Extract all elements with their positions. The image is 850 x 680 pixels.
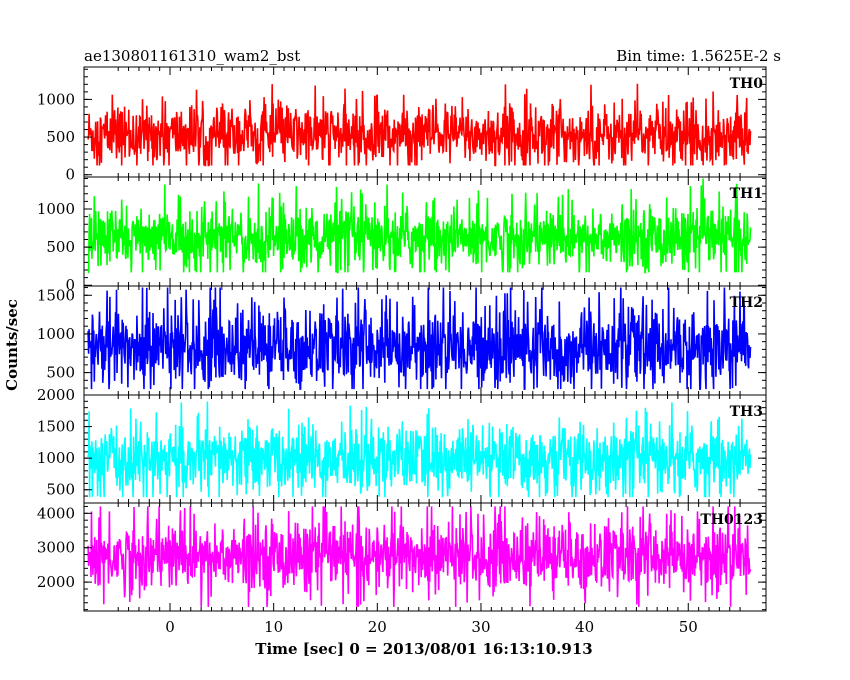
panel-th0: 0 500 1000 TH0 xyxy=(37,66,767,184)
y-tick-label: 1000 xyxy=(37,449,75,467)
y-tick-label: 1500 xyxy=(37,418,75,436)
panel-th2: 500 1000 1500 TH2 xyxy=(37,285,767,396)
x-tick-label: 20 xyxy=(368,618,387,636)
chart-title: ae130801161310_wam2_bst xyxy=(84,47,300,65)
y-tick-label: 1000 xyxy=(37,200,75,218)
panel-th3: 500 1000 1500 2000 TH3 xyxy=(37,386,767,504)
y-tick-label: 0 xyxy=(65,166,75,184)
y-tick-label: 1500 xyxy=(37,286,75,304)
panel-th0123: 2000 3000 4000 TH0123 xyxy=(37,502,767,612)
y-tick-label: 4000 xyxy=(37,504,75,522)
series-trace-th0 xyxy=(87,83,752,167)
y-tick-label: 500 xyxy=(46,481,75,499)
y-axis-label: Counts/sec xyxy=(3,299,21,391)
panel-label-th0: TH0 xyxy=(730,76,764,92)
y-tick-label: 2000 xyxy=(37,386,75,404)
y-tick-label: 2000 xyxy=(37,573,75,591)
y-tick-label: 0 xyxy=(65,276,75,294)
panels-group: 0 500 1000 TH0 0 500 1000 TH1 500 1000 1500 TH2 500 1… xyxy=(37,66,767,612)
x-tick-label: 40 xyxy=(575,618,594,636)
x-tick-label: 0 xyxy=(165,618,175,636)
y-tick-label: 500 xyxy=(46,128,75,146)
x-axis-label: Time [sec] 0 = 2013/08/01 16:13:10.913 xyxy=(255,640,592,658)
y-tick-label: 3000 xyxy=(37,539,75,557)
series-trace-th0123 xyxy=(87,506,752,607)
x-tick-label: 30 xyxy=(471,618,490,636)
x-tick-labels: 0 10 20 30 40 50 xyxy=(165,618,698,636)
x-tick-label: 50 xyxy=(679,618,698,636)
series-trace-th1 xyxy=(87,178,752,274)
panel-frame xyxy=(83,502,767,612)
y-tick-label: 500 xyxy=(46,238,75,256)
series-trace-th2 xyxy=(87,287,752,390)
y-tick-label: 1000 xyxy=(37,90,75,108)
y-tick-label: 1000 xyxy=(37,325,75,343)
panel-label-th0123: TH0123 xyxy=(700,512,763,528)
panel-th1: 0 500 1000 TH1 xyxy=(37,176,767,294)
bin-time-label: Bin time: 1.5625E-2 s xyxy=(616,47,781,65)
y-tick-label: 500 xyxy=(46,364,75,382)
panel-label-th3: TH3 xyxy=(730,404,763,420)
x-tick-label: 10 xyxy=(264,618,283,636)
series-trace-th3 xyxy=(87,401,752,498)
panel-label-th2: TH2 xyxy=(730,295,763,311)
panel-label-th1: TH1 xyxy=(730,186,763,202)
